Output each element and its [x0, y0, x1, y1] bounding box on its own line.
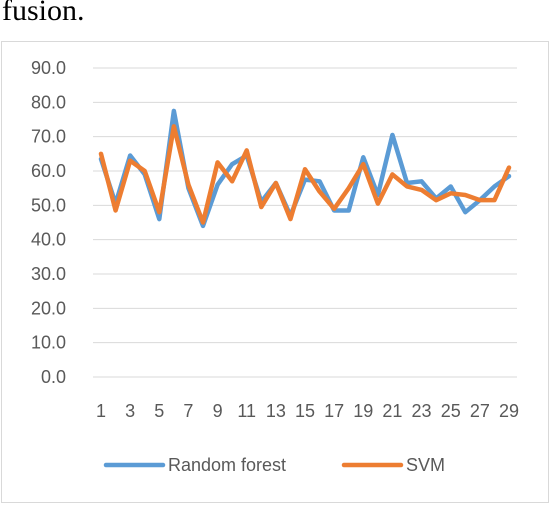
y-tick-label: 10.0 [31, 333, 66, 353]
series-line-svm [98, 124, 512, 225]
y-tick-label: 40.0 [31, 230, 66, 250]
y-tick-label: 60.0 [31, 161, 66, 181]
x-tick-label: 23 [412, 401, 432, 421]
legend: Random forest SVM [103, 455, 445, 475]
x-tick-label: 27 [470, 401, 490, 421]
legend-label: SVM [406, 455, 445, 475]
x-tick-label: 29 [499, 401, 519, 421]
x-tick-label: 15 [295, 401, 315, 421]
chart-frame [1, 41, 549, 503]
legend-label: Random forest [168, 455, 286, 475]
x-tick-label: 11 [237, 401, 256, 421]
x-tick-label: 9 [213, 401, 223, 421]
x-axis-ticks: 1 3 5 7 9 11 13 15 17 19 21 23 25 27 29 [96, 401, 519, 421]
y-tick-label: 0.0 [41, 367, 66, 387]
gridlines [93, 67, 517, 378]
y-tick-label: 90.0 [31, 58, 66, 78]
y-tick-label: 70.0 [31, 127, 66, 147]
x-tick-label: 5 [154, 401, 164, 421]
figure-caption: fusion. [2, 0, 85, 27]
y-tick-label: 30.0 [31, 264, 66, 284]
x-tick-label: 3 [125, 401, 135, 421]
x-tick-label: 1 [96, 401, 106, 421]
y-tick-label: 20.0 [31, 298, 66, 318]
x-tick-label: 13 [266, 401, 286, 421]
series-lines [98, 108, 512, 229]
x-tick-label: 25 [441, 401, 461, 421]
y-tick-label: 80.0 [31, 92, 66, 112]
x-tick-label: 21 [382, 401, 402, 421]
y-tick-label: 50.0 [31, 195, 66, 215]
x-tick-label: 17 [324, 401, 344, 421]
x-tick-label: 7 [183, 401, 193, 421]
y-axis-ticks: 0.0 10.0 20.0 30.0 40.0 50.0 60.0 70.0 80.0 90.0 [31, 58, 66, 387]
x-tick-label: 19 [353, 401, 373, 421]
